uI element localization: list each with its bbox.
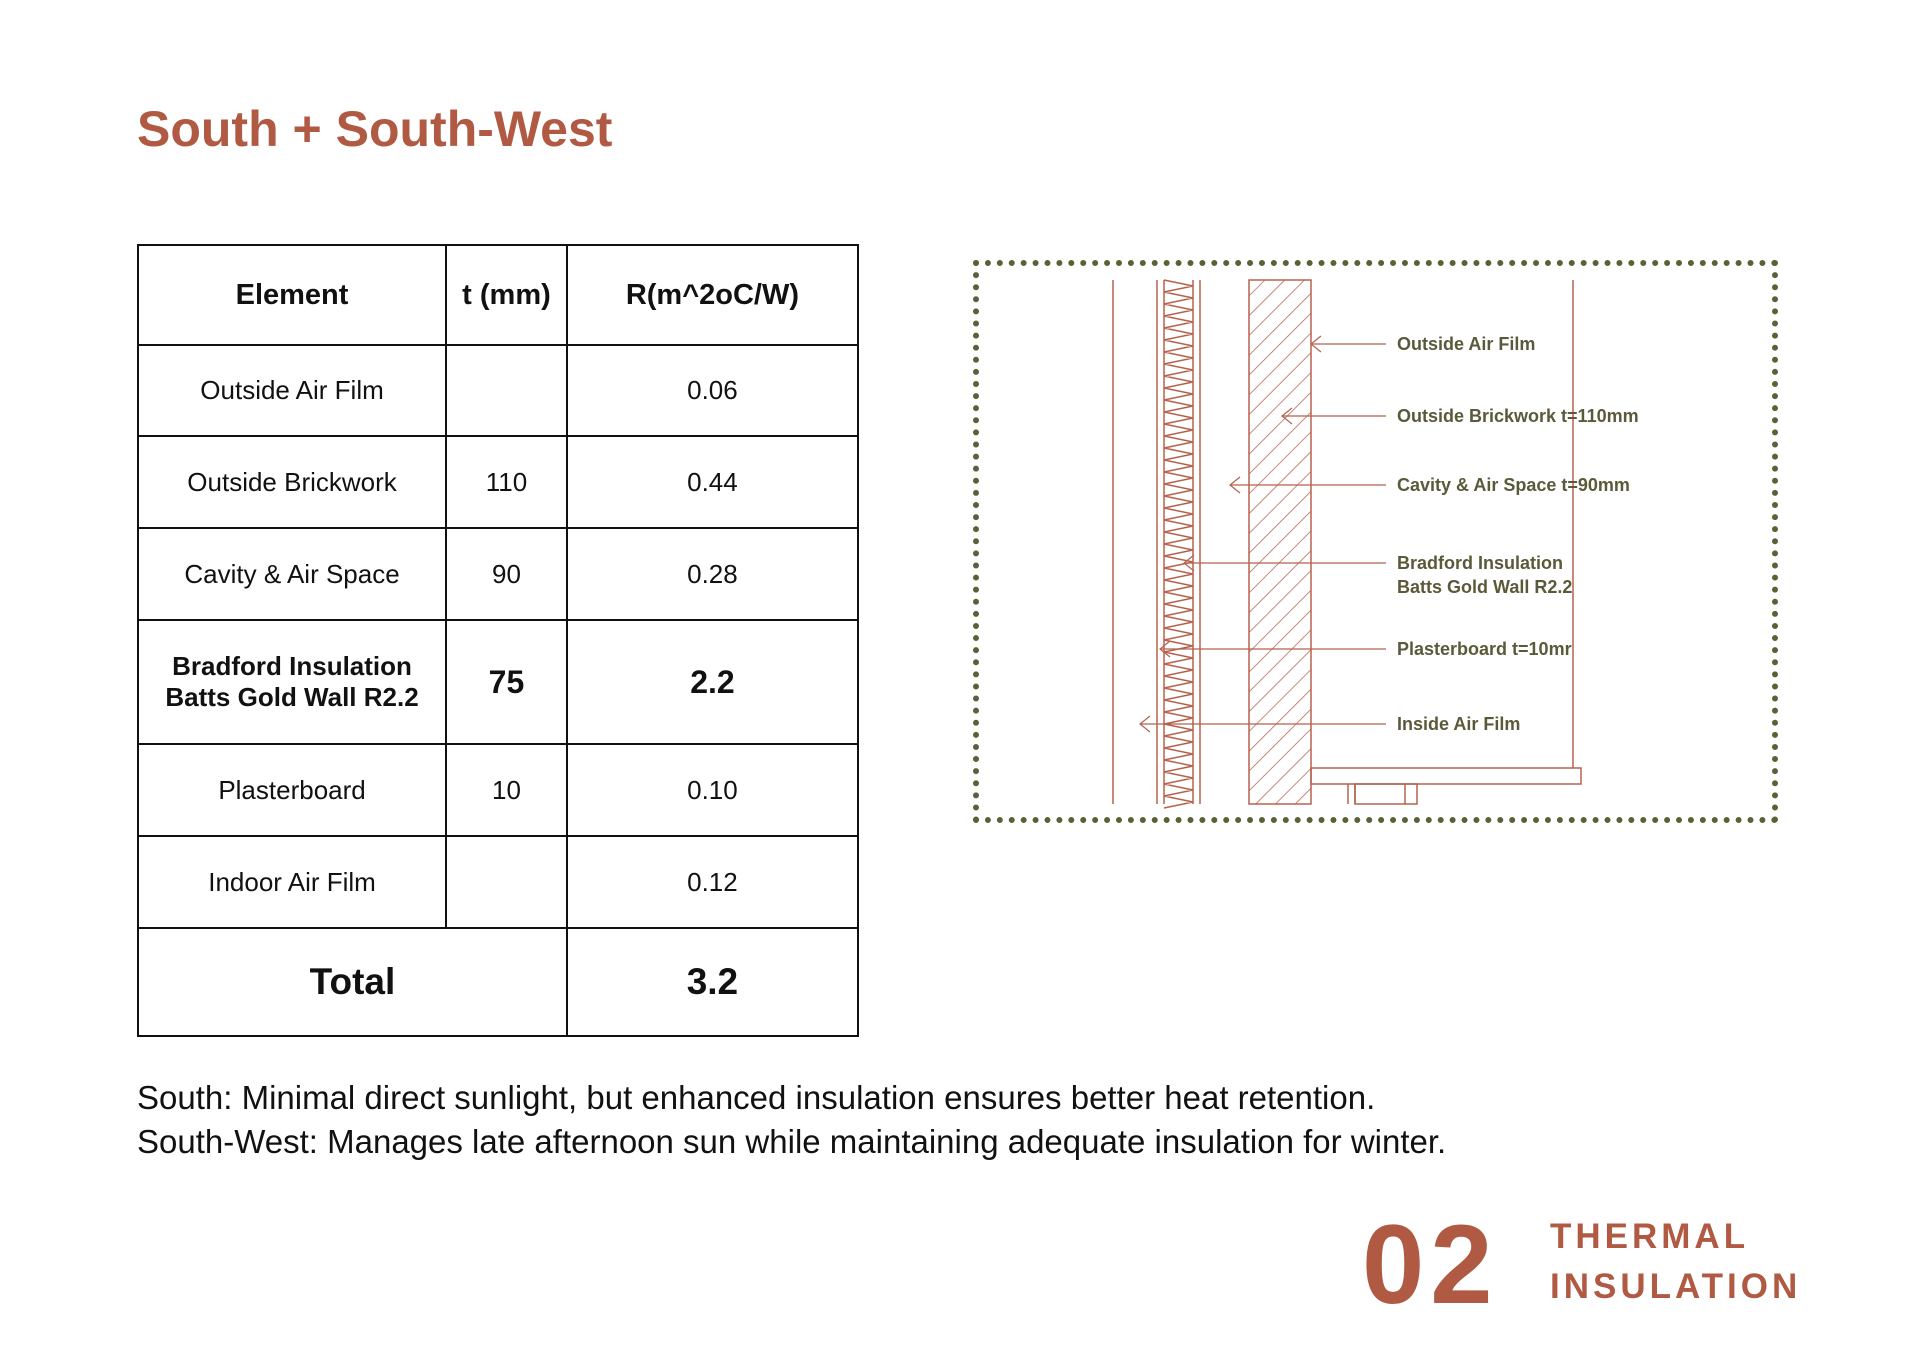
r-cell: 0.44 — [565, 435, 860, 529]
diagram-label: Batts Gold Wall R2.2 — [1397, 577, 1572, 597]
element-text: Outside Air Film — [200, 375, 384, 405]
thickness-cell: 110 — [445, 435, 568, 529]
row: Bradford Insulation Batts Gold Wall R2.2 7… — [136, 619, 860, 745]
row: Outside Brickwork 110 0.44 — [136, 435, 860, 529]
column-header: R(m^2oC/W) — [565, 244, 860, 346]
note: South: Minimal direct sunlight, but enha… — [137, 1079, 1376, 1116]
element-cell: Cavity & Air Space — [136, 527, 448, 621]
r-cell: 2.2 — [565, 619, 860, 745]
element-cell: Plasterboard — [136, 743, 448, 837]
element-text: Plasterboard — [218, 774, 366, 805]
diagram-label: Outside Brickwork t=110mm — [1397, 406, 1639, 426]
table: Element t (mm) R(m^2oC/W) Outside Air Film 0… — [136, 244, 860, 1037]
row: Plasterboard 10 0.10 — [136, 743, 860, 837]
note: South-West: Manages late afternoon sun w… — [137, 1123, 1447, 1160]
row: Outside Air Film 0.06 — [136, 344, 860, 437]
leader-arrow — [1229, 476, 1241, 494]
column-header: Element — [136, 244, 448, 346]
diagram-label: Bradford Insulation — [1397, 553, 1563, 573]
row: Indoor Air Film 0.12 — [136, 835, 860, 929]
element-cell: Outside Air Film — [136, 344, 448, 437]
thickness-cell: 75 — [445, 619, 568, 745]
element-text: Batts Gold Wall R2.2 — [165, 682, 419, 712]
section-number: 02 — [1362, 1202, 1499, 1327]
element-cell: Indoor Air Film — [136, 835, 448, 929]
diagram-label: Cavity & Air Space t=90mm — [1397, 475, 1630, 495]
diagram-label: Inside Air Film — [1397, 714, 1520, 734]
total-value: 3.2 — [565, 927, 860, 1037]
row: Cavity & Air Space 90 0.28 — [136, 527, 860, 621]
diagram-label: Outside Air Film — [1397, 334, 1535, 354]
leader-arrow — [1310, 335, 1322, 353]
thickness-cell: 90 — [445, 527, 568, 621]
element-cell: Outside Brickwork — [136, 435, 448, 529]
element-text: Cavity & Air Space — [184, 558, 400, 589]
notes: South: Minimal direct sunlight, but enha… — [137, 1076, 1446, 1164]
leader-arrow — [1281, 407, 1293, 425]
r-cell: 0.10 — [565, 743, 860, 837]
section-line: INSULATION — [1550, 1267, 1802, 1306]
element-text: Outside Brickwork — [187, 466, 397, 497]
thickness-cell — [445, 344, 568, 437]
thickness-cell — [445, 835, 568, 929]
r-cell: 0.28 — [565, 527, 860, 621]
total-row: Total 3.2 — [137, 927, 860, 1037]
section-line: THERMAL — [1550, 1217, 1750, 1256]
column-header: t (mm) — [445, 244, 568, 346]
thickness-cell: 10 — [445, 743, 568, 837]
header-row: Element t (mm) R(m^2oC/W) — [136, 244, 860, 346]
diagram-frame — [973, 260, 1778, 823]
element-text: Bradford Insulation — [172, 651, 412, 681]
element-text: Indoor Air Film — [208, 866, 376, 897]
title: South + South-West — [137, 101, 613, 157]
element-cell: Bradford Insulation Batts Gold Wall R2.2 — [136, 619, 448, 745]
leader-arrow — [1183, 554, 1195, 572]
leader-arrow — [1159, 640, 1171, 658]
r-cell: 0.12 — [565, 835, 860, 929]
diagram-label: Plasterboard t=10mr — [1397, 639, 1572, 659]
leader-arrow — [1139, 715, 1151, 733]
r-cell: 0.06 — [565, 344, 860, 437]
section-title: THERMAL INSULATION — [1550, 1212, 1801, 1312]
total-label: Total — [137, 927, 568, 1037]
